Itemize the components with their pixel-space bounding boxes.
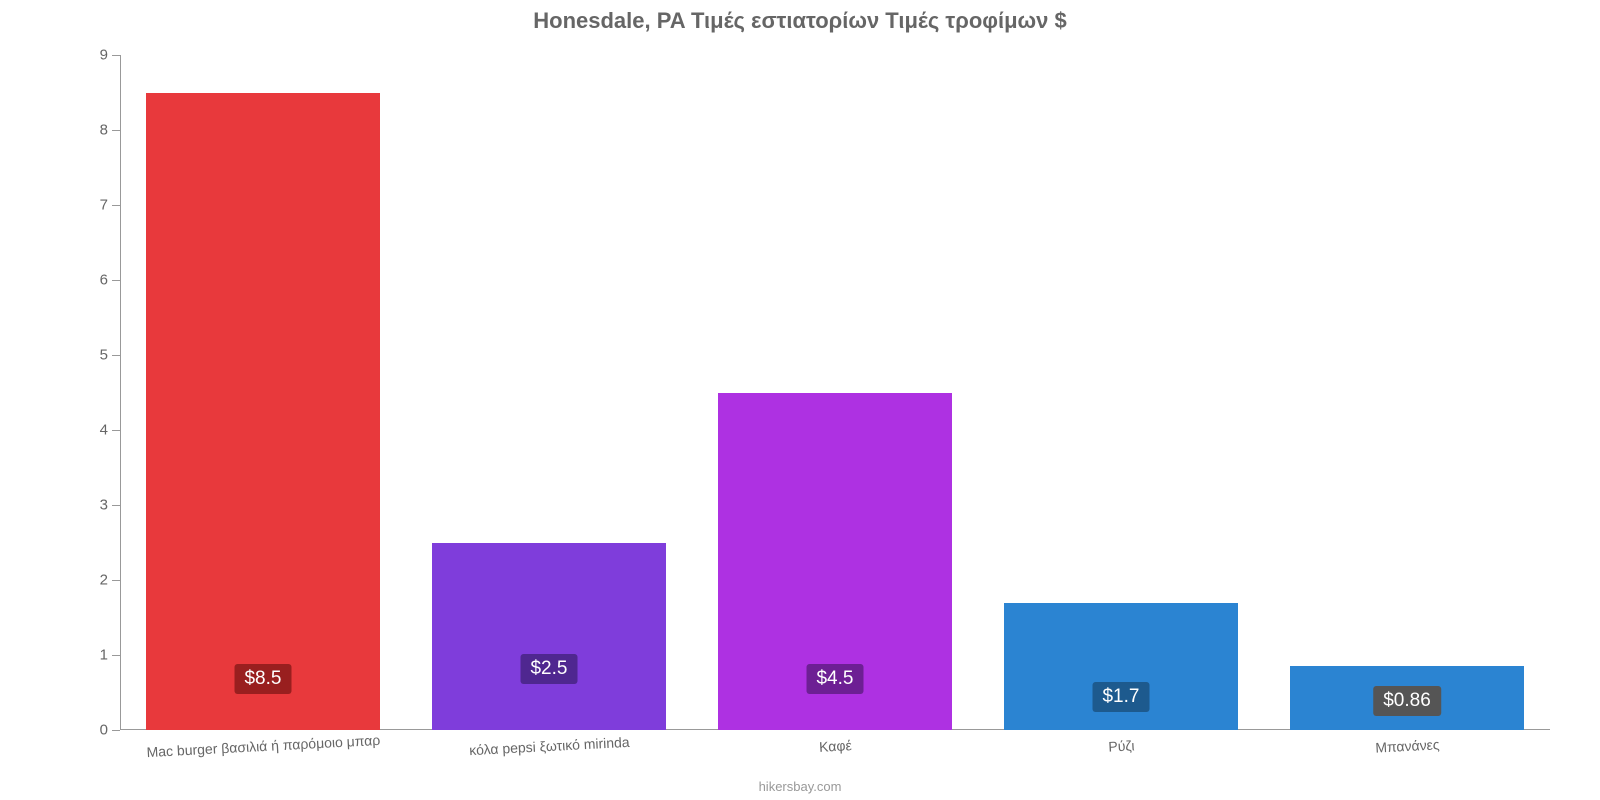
- bar-value-label: $8.5: [234, 664, 291, 694]
- y-tick: [112, 655, 120, 656]
- y-tick-label: 5: [100, 347, 108, 364]
- y-tick-label: 8: [100, 122, 108, 139]
- bar: $2.5: [432, 543, 667, 731]
- chart-title: Honesdale, PA Τιμές εστιατορίων Τιμές τρ…: [0, 0, 1600, 34]
- x-tick-label: Ρύζι: [1108, 737, 1135, 754]
- bar: $1.7: [1004, 603, 1239, 731]
- y-tick-label: 2: [100, 572, 108, 589]
- x-tick-label: Mac burger βασιλιά ή παρόμοιο μπαρ: [146, 732, 380, 760]
- x-tick-label: Καφέ: [819, 737, 852, 755]
- bar-value-label: $0.86: [1373, 686, 1441, 716]
- bar-chart: Honesdale, PA Τιμές εστιατορίων Τιμές τρ…: [0, 0, 1600, 800]
- y-tick-label: 4: [100, 422, 108, 439]
- plot-area: 0123456789$8.5Mac burger βασιλιά ή παρόμ…: [120, 55, 1550, 730]
- bar: $8.5: [146, 93, 381, 731]
- y-tick: [112, 580, 120, 581]
- bar: $4.5: [718, 393, 953, 731]
- y-axis: [120, 55, 121, 730]
- y-tick: [112, 355, 120, 356]
- y-tick-label: 9: [100, 47, 108, 64]
- y-tick: [112, 730, 120, 731]
- x-tick-label: Μπανάνες: [1375, 736, 1440, 755]
- y-tick: [112, 505, 120, 506]
- y-tick: [112, 205, 120, 206]
- y-tick-label: 3: [100, 497, 108, 514]
- y-tick-label: 6: [100, 272, 108, 289]
- y-tick-label: 0: [100, 722, 108, 739]
- bar: $0.86: [1290, 666, 1525, 731]
- y-tick: [112, 430, 120, 431]
- bar-value-label: $2.5: [520, 654, 577, 684]
- credits-text: hikersbay.com: [0, 779, 1600, 794]
- bar-value-label: $1.7: [1092, 682, 1149, 712]
- y-tick: [112, 55, 120, 56]
- y-tick-label: 7: [100, 197, 108, 214]
- y-tick: [112, 130, 120, 131]
- bar-value-label: $4.5: [806, 664, 863, 694]
- y-tick-label: 1: [100, 647, 108, 664]
- x-tick-label: κόλα pepsi ξωτικό mirinda: [469, 734, 630, 758]
- y-tick: [112, 280, 120, 281]
